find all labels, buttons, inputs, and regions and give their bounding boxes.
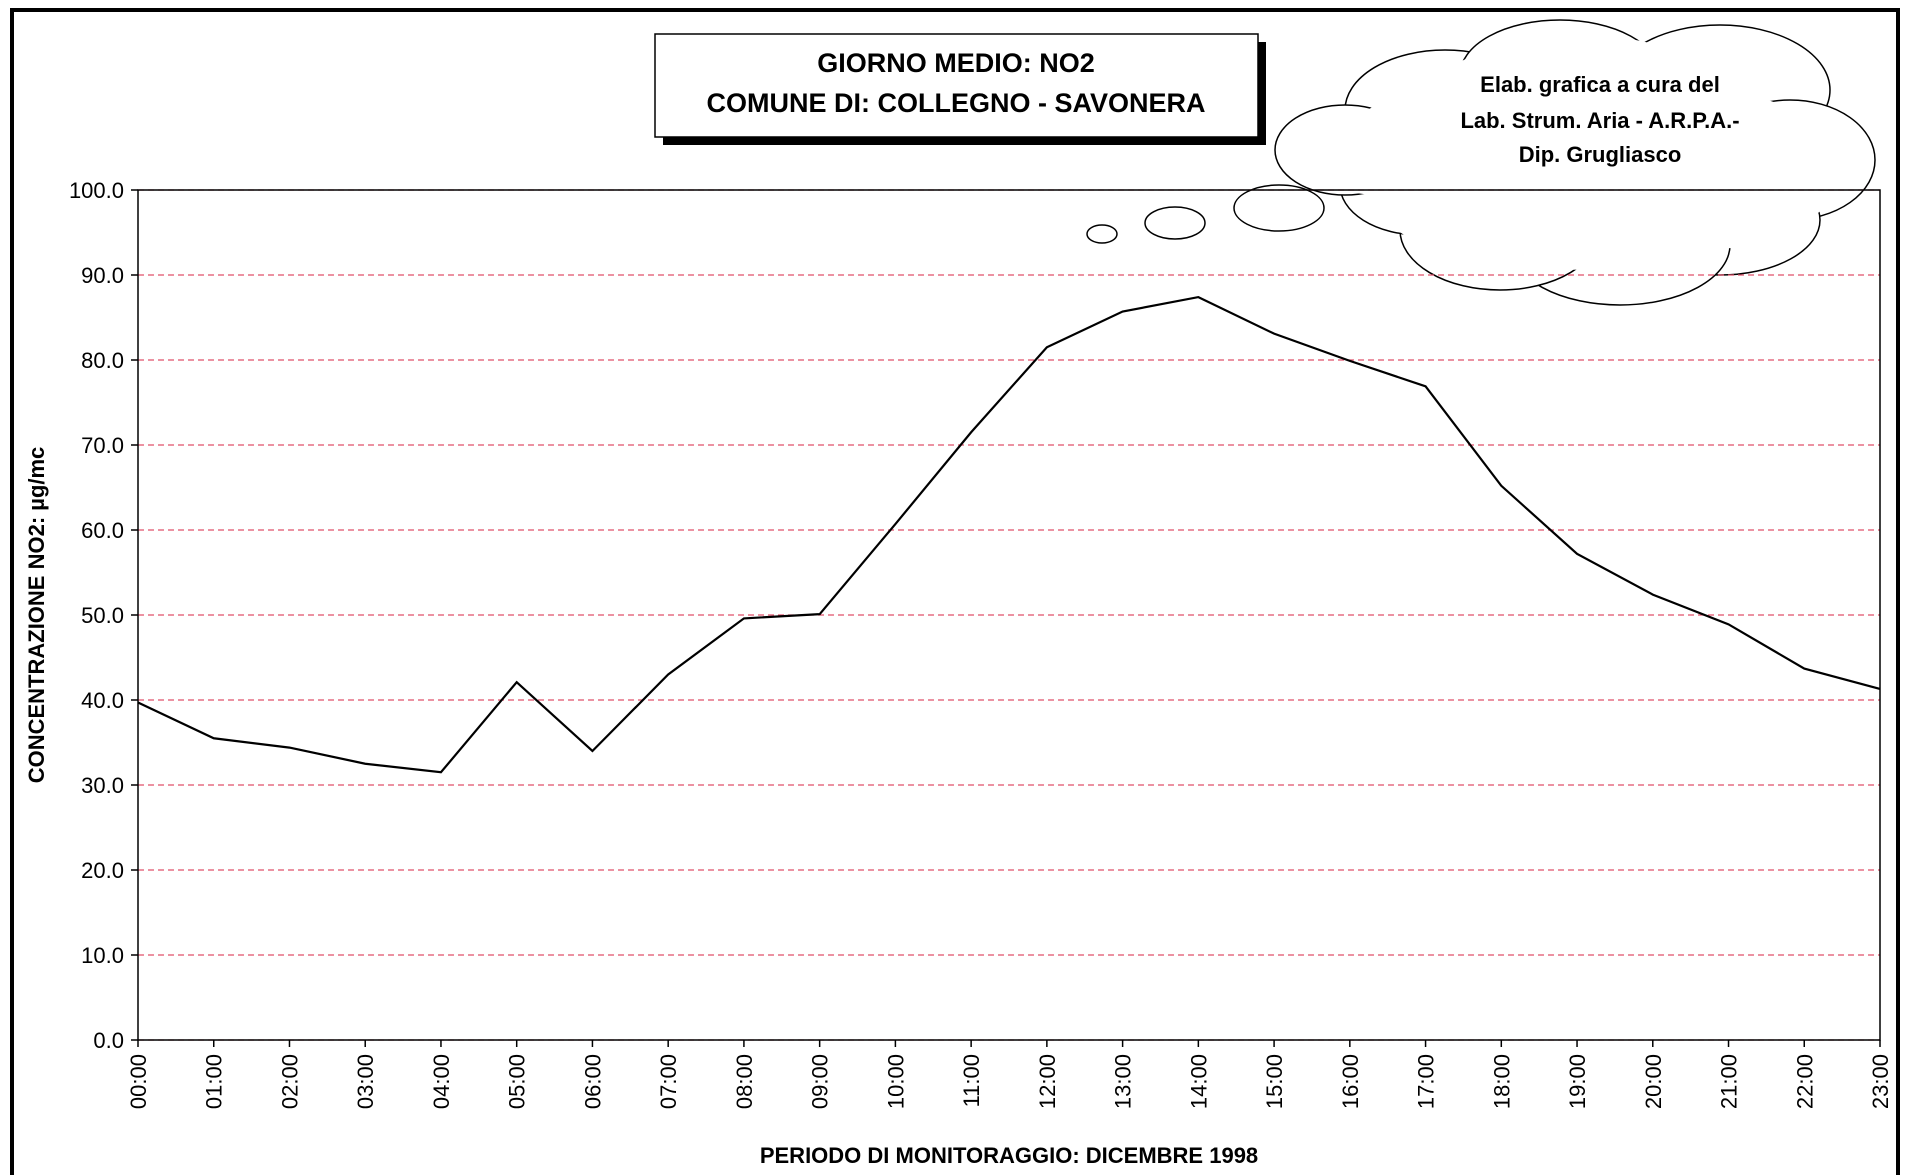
x-tick-label: 19:00 (1565, 1054, 1590, 1109)
y-tick-label: 10.0 (81, 943, 124, 968)
x-tick-label: 13:00 (1111, 1054, 1136, 1109)
x-tick-label: 15:00 (1262, 1054, 1287, 1109)
y-axis-label: CONCENTRAZIONE NO2: µg/mc (24, 447, 49, 784)
x-tick-label: 23:00 (1868, 1054, 1893, 1109)
x-tick-label: 01:00 (202, 1054, 227, 1109)
y-tick-label: 90.0 (81, 263, 124, 288)
x-tick-label: 08:00 (732, 1054, 757, 1109)
annotation: Elab. grafica a cura del (1480, 72, 1720, 97)
x-tick-label: 09:00 (808, 1054, 833, 1109)
chart-frame (10, 8, 1900, 1175)
x-tick-label: 14:00 (1186, 1054, 1211, 1109)
x-tick-label: 02:00 (277, 1054, 302, 1109)
x-tick-label: 21:00 (1717, 1054, 1742, 1109)
x-tick-label: 03:00 (353, 1054, 378, 1109)
chart-subtitle: COMUNE DI: COLLEGNO - SAVONERA (707, 88, 1206, 118)
x-tick-label: 22:00 (1792, 1054, 1817, 1109)
y-tick-label: 50.0 (81, 603, 124, 628)
cloud-fill (1310, 35, 1840, 270)
title-box (654, 33, 1259, 138)
x-axis-label: PERIODO DI MONITORAGGIO: DICEMBRE 1998 (760, 1143, 1258, 1168)
x-tick-label: 16:00 (1338, 1054, 1363, 1109)
chart-title: GIORNO MEDIO: NO2 (817, 48, 1095, 78)
y-tick-label: 20.0 (81, 858, 124, 883)
x-tick-label: 12:00 (1035, 1054, 1060, 1109)
x-tick-label: 07:00 (656, 1054, 681, 1109)
plot-border (137, 189, 1881, 1041)
x-tick-label: 11:00 (959, 1054, 984, 1107)
y-tick-label: 100.0 (69, 178, 124, 203)
y-tick-label: 40.0 (81, 688, 124, 713)
x-tick-label: 18:00 (1489, 1054, 1514, 1109)
y-tick-label: 80.0 (81, 348, 124, 373)
x-tick-label: 04:00 (429, 1054, 454, 1109)
x-tick-label: 00:00 (126, 1054, 151, 1109)
x-tick-label: 06:00 (580, 1054, 605, 1109)
x-tick-label: 05:00 (505, 1054, 530, 1109)
x-tick-label: 20:00 (1641, 1054, 1666, 1109)
x-tick-label: 10:00 (883, 1054, 908, 1109)
annotation: Lab. Strum. Aria - A.R.P.A.- (1460, 108, 1739, 133)
y-tick-label: 60.0 (81, 518, 124, 543)
y-tick-label: 30.0 (81, 773, 124, 798)
data-line (137, 295, 1881, 774)
annotation: Dip. Grugliasco (1519, 142, 1682, 167)
y-tick-label: 0.0 (93, 1028, 124, 1053)
x-tick-label: 17:00 (1414, 1054, 1439, 1109)
y-tick-label: 70.0 (81, 433, 124, 458)
